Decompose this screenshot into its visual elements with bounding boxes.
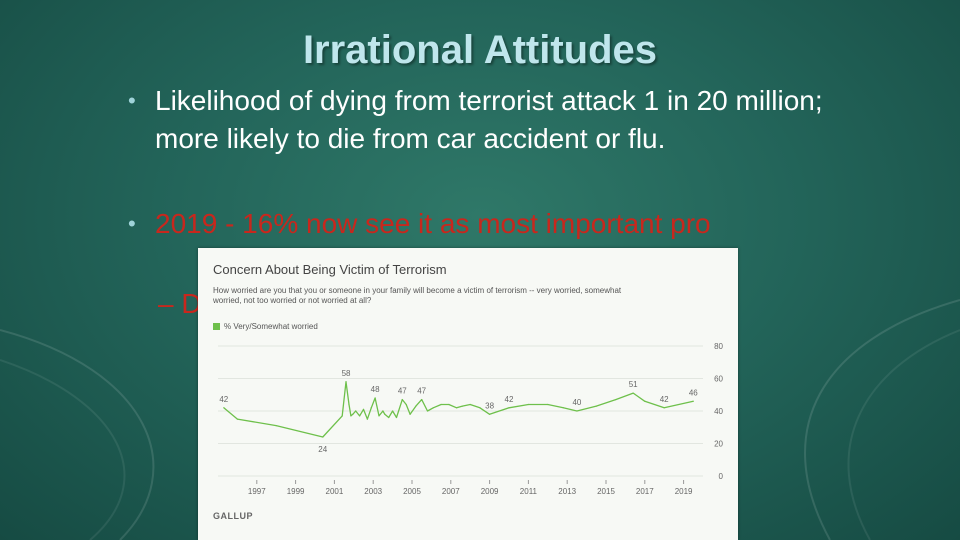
data-point: [547, 403, 549, 406]
data-point: [384, 413, 386, 415]
data-point: [395, 416, 398, 419]
data-point: [576, 410, 578, 412]
bullet-1: • Likelihood of dying from terrorist att…: [128, 82, 828, 158]
data-point: [663, 407, 665, 409]
data-point: [409, 413, 411, 415]
bullet-dot-icon: •: [128, 88, 136, 113]
data-point: [415, 405, 417, 407]
x-tick-label: 2011: [520, 487, 538, 496]
data-point: [370, 407, 372, 409]
y-tick-label: 80: [714, 342, 723, 351]
bullet-1-text: Likelihood of dying from terrorist attac…: [155, 85, 823, 154]
data-point: [405, 403, 407, 406]
data-point: [426, 410, 429, 412]
data-label: 40: [572, 398, 581, 407]
bullet-2-text: 2019 - 16% now see it as most important …: [155, 208, 711, 239]
data-point: [388, 416, 390, 419]
x-tick-label: 2015: [597, 487, 615, 496]
data-label: 42: [505, 395, 514, 404]
y-tick-label: 20: [714, 440, 723, 449]
data-point: [615, 399, 617, 401]
data-point: [456, 407, 458, 409]
data-point: [461, 405, 464, 407]
data-point: [692, 400, 694, 402]
data-point: [469, 403, 471, 406]
data-label: 58: [342, 369, 351, 378]
source-logo: GALLUP: [213, 511, 253, 521]
data-point: [508, 407, 510, 409]
data-point: [223, 407, 225, 409]
bullet-dot-icon: •: [128, 211, 136, 236]
data-point: [595, 405, 597, 407]
x-tick-label: 2007: [442, 487, 460, 496]
data-point: [378, 415, 380, 417]
data-point: [644, 400, 646, 402]
data-label: 51: [629, 380, 638, 389]
data-point: [632, 392, 634, 394]
data-point: [392, 410, 394, 412]
chart-legend: % Very/Somewhat worried: [213, 322, 318, 331]
x-tick-label: 2001: [326, 487, 344, 496]
data-point: [341, 415, 343, 417]
legend-swatch: [213, 323, 220, 330]
data-label: 46: [689, 388, 698, 397]
x-tick-label: 2009: [481, 487, 499, 496]
x-tick-label: 1997: [248, 487, 266, 496]
legend-label: % Very/Somewhat worried: [224, 322, 318, 331]
line-chart: 0 20 40 60 80 1997 1999 2001 2003 2005 2007 2009 201…: [218, 342, 724, 496]
data-point: [355, 410, 357, 412]
data-label: 48: [371, 385, 380, 394]
data-point: [440, 403, 442, 406]
data-point: [448, 403, 450, 406]
data-point: [352, 413, 354, 415]
data-point: [562, 407, 564, 409]
data-point: [374, 397, 376, 399]
data-point: [362, 408, 365, 410]
data-point: [236, 418, 238, 420]
slide-title: Irrational Attitudes: [302, 28, 658, 72]
data-point: [479, 407, 481, 409]
data-point: [432, 407, 434, 409]
y-tick-label: 60: [714, 375, 723, 384]
data-point: [322, 436, 324, 438]
data-point: [275, 425, 277, 427]
data-point: [382, 410, 384, 412]
x-tick-label: 2013: [558, 487, 576, 496]
series-line: [223, 381, 694, 438]
data-label: 47: [398, 387, 407, 396]
sub-bullet: – D: [158, 288, 202, 319]
x-tick-label: 1999: [287, 487, 305, 496]
data-label: 38: [485, 401, 494, 410]
x-tick-label: 2003: [364, 487, 382, 496]
data-point: [489, 413, 491, 415]
data-label: 42: [219, 395, 228, 404]
data-point: [421, 399, 423, 401]
data-point: [348, 403, 350, 406]
data-point: [350, 415, 352, 417]
data-point: [345, 381, 347, 383]
y-tick-label: 0: [719, 472, 724, 481]
data-point: [401, 399, 403, 401]
data-label: 24: [318, 445, 327, 454]
data-label: 42: [660, 395, 669, 404]
x-tick-label: 2005: [403, 487, 421, 496]
y-tick-label: 40: [714, 407, 723, 416]
data-label: 47: [417, 387, 426, 396]
x-tick-label: 2019: [675, 487, 693, 496]
bullet-2: • 2019 - 16% now see it as most importan…: [128, 205, 828, 243]
x-tick-label: 2017: [636, 487, 654, 496]
data-point: [366, 418, 368, 420]
data-point: [359, 415, 361, 417]
chart-card: 0 20 40 60 80 1997 1999 2001 2003 2005 2007 2009 201…: [198, 248, 738, 540]
data-point: [527, 403, 529, 406]
chart-subtitle: How worried are you that you or someone …: [213, 286, 622, 305]
chart-title: Concern About Being Victim of Terrorism: [213, 262, 447, 277]
